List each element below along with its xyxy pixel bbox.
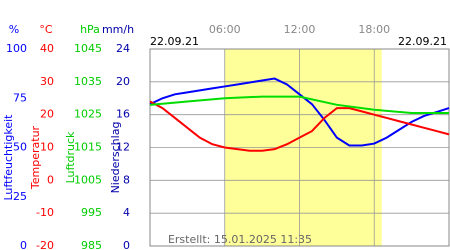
- y-tick-label: 40: [40, 42, 54, 55]
- axis-title: Niederschlag: [109, 122, 122, 194]
- y-tick-label: 10: [40, 141, 54, 154]
- y-tick-label: 25: [13, 190, 27, 203]
- y-tick-label: 1035: [74, 75, 102, 88]
- y-tick-label: 1015: [74, 141, 102, 154]
- x-tick-label: 18:00: [358, 23, 390, 36]
- x-tick-label: 12:00: [284, 23, 316, 36]
- date-start: 22.09.21: [150, 35, 199, 48]
- plot-border: [149, 48, 450, 247]
- y-tick-label: 995: [81, 206, 102, 219]
- y-tick-label: 75: [13, 91, 27, 104]
- x-tick-label: 06:00: [209, 23, 241, 36]
- series-line: [149, 100, 450, 152]
- y-tick-label: 20: [40, 108, 54, 121]
- y-tick-label: 0: [123, 239, 130, 250]
- y-tick-label: 8: [123, 173, 130, 186]
- y-tick-label: 1025: [74, 108, 102, 121]
- y-tick-label: 0: [47, 173, 54, 186]
- y-tick-label: 50: [13, 141, 27, 154]
- axis-unit: °C: [39, 23, 53, 36]
- axis-unit: hPa: [80, 23, 100, 36]
- y-tick-label: 30: [40, 75, 54, 88]
- y-tick-label: 24: [116, 42, 130, 55]
- series-line: [149, 77, 450, 147]
- date-end: 22.09.21: [398, 35, 447, 48]
- y-tick-label: 985: [81, 239, 102, 250]
- footer: Erstellt: 15.01.2025 11:35: [168, 233, 312, 246]
- y-tick-label: 1045: [74, 42, 102, 55]
- y-tick-label: 4: [123, 206, 130, 219]
- y-tick-label: -10: [36, 206, 54, 219]
- y-tick-label: 1005: [74, 173, 102, 186]
- y-tick-label: 100: [6, 42, 27, 55]
- y-tick-label: 0: [20, 239, 27, 250]
- y-tick-label: 12: [116, 141, 130, 154]
- axis-title: Luftdruck: [64, 131, 77, 183]
- y-tick-label: 16: [116, 108, 130, 121]
- y-tick-label: -20: [36, 239, 54, 250]
- axis-title: Temperatur: [29, 125, 42, 190]
- y-tick-label: 20: [116, 75, 130, 88]
- series-line: [149, 95, 449, 115]
- axis-unit: %: [9, 23, 19, 36]
- axis-unit: mm/h: [102, 23, 134, 36]
- axis-title: Luftfeuchtigkeit: [2, 114, 15, 201]
